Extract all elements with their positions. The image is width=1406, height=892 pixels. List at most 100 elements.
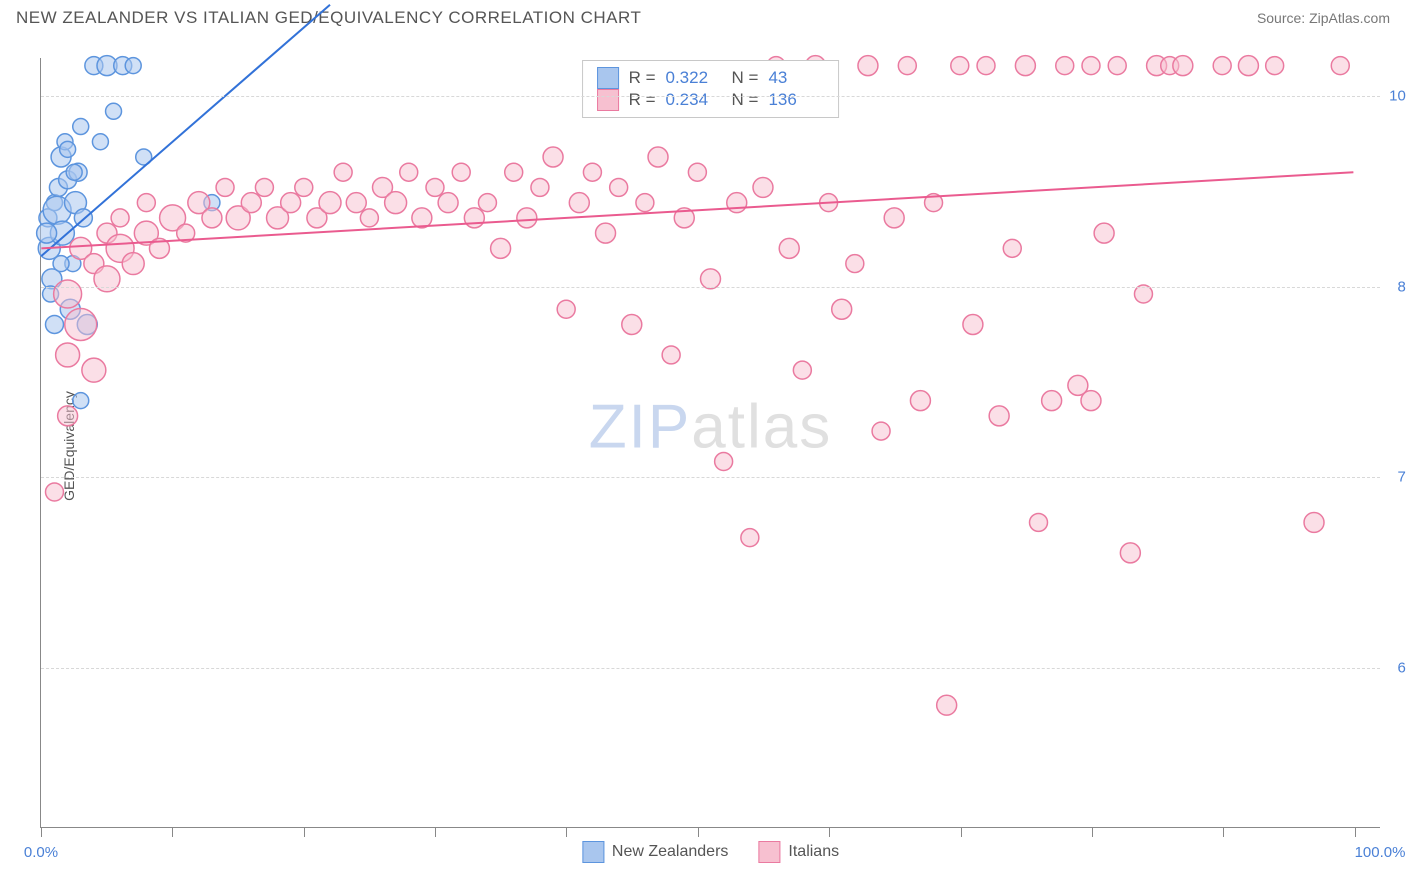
data-point bbox=[46, 315, 64, 333]
data-point bbox=[54, 280, 82, 308]
data-point bbox=[73, 119, 89, 135]
x-tick bbox=[1355, 827, 1356, 837]
n-value-nz: 43 bbox=[768, 68, 824, 88]
data-point bbox=[1042, 391, 1062, 411]
data-point bbox=[872, 422, 890, 440]
data-point bbox=[255, 178, 273, 196]
data-point bbox=[111, 209, 129, 227]
gridline bbox=[41, 287, 1380, 288]
data-point bbox=[569, 193, 589, 213]
data-point bbox=[963, 314, 983, 334]
stats-row-it: R = 0.234 N = 136 bbox=[597, 89, 825, 111]
data-point bbox=[281, 193, 301, 213]
data-point bbox=[464, 208, 484, 228]
data-point bbox=[56, 343, 80, 367]
data-point bbox=[426, 178, 444, 196]
y-tick-label: 75.0% bbox=[1397, 469, 1406, 486]
stats-row-nz: R = 0.322 N = 43 bbox=[597, 67, 825, 89]
data-point bbox=[1173, 56, 1193, 76]
r-value-nz: 0.322 bbox=[666, 68, 722, 88]
x-tick bbox=[172, 827, 173, 837]
y-tick-label: 62.5% bbox=[1397, 659, 1406, 676]
data-point bbox=[753, 177, 773, 197]
data-point bbox=[596, 223, 616, 243]
source-label: Source: ZipAtlas.com bbox=[1257, 10, 1390, 26]
data-point bbox=[648, 147, 668, 167]
n-value-it: 136 bbox=[768, 90, 824, 110]
gridline bbox=[41, 477, 1380, 478]
data-point bbox=[37, 223, 57, 243]
r-label: R = bbox=[629, 90, 656, 110]
swatch-nz-icon bbox=[582, 841, 604, 863]
stats-legend: R = 0.322 N = 43 R = 0.234 N = 136 bbox=[582, 60, 840, 118]
legend-label-nz: New Zealanders bbox=[612, 843, 729, 861]
data-point bbox=[583, 163, 601, 181]
data-point bbox=[1108, 57, 1126, 75]
x-tick bbox=[829, 827, 830, 837]
data-point bbox=[741, 529, 759, 547]
x-tick bbox=[566, 827, 567, 837]
data-point bbox=[622, 314, 642, 334]
data-point bbox=[334, 163, 352, 181]
data-point bbox=[662, 346, 680, 364]
data-point bbox=[400, 163, 418, 181]
data-point bbox=[517, 208, 537, 228]
data-point bbox=[779, 238, 799, 258]
x-tick bbox=[304, 827, 305, 837]
data-point bbox=[46, 483, 64, 501]
y-tick-label: 100.0% bbox=[1389, 88, 1406, 105]
data-point bbox=[977, 57, 995, 75]
gridline bbox=[41, 96, 1380, 97]
x-label-left: 0.0% bbox=[24, 844, 58, 861]
data-point bbox=[53, 256, 69, 272]
data-point bbox=[491, 238, 511, 258]
data-point bbox=[610, 178, 628, 196]
data-point bbox=[1266, 57, 1284, 75]
data-point bbox=[58, 406, 78, 426]
data-point bbox=[937, 695, 957, 715]
data-point bbox=[385, 192, 407, 214]
data-point bbox=[1120, 543, 1140, 563]
swatch-it-icon bbox=[758, 841, 780, 863]
data-point bbox=[125, 58, 141, 74]
data-point bbox=[898, 57, 916, 75]
data-point bbox=[452, 163, 470, 181]
data-point bbox=[360, 209, 378, 227]
data-point bbox=[106, 103, 122, 119]
data-point bbox=[478, 194, 496, 212]
data-point bbox=[73, 393, 89, 409]
data-point bbox=[1056, 57, 1074, 75]
data-point bbox=[832, 299, 852, 319]
legend-label-it: Italians bbox=[788, 843, 839, 861]
data-point bbox=[66, 164, 82, 180]
data-point bbox=[92, 134, 108, 150]
data-point bbox=[1213, 57, 1231, 75]
data-point bbox=[1238, 56, 1258, 76]
plot-svg bbox=[41, 58, 1380, 827]
data-point bbox=[531, 178, 549, 196]
data-point bbox=[505, 163, 523, 181]
data-point bbox=[295, 178, 313, 196]
x-tick bbox=[435, 827, 436, 837]
data-point bbox=[688, 163, 706, 181]
data-point bbox=[884, 208, 904, 228]
data-point bbox=[1003, 239, 1021, 257]
data-point bbox=[82, 358, 106, 382]
data-point bbox=[94, 266, 120, 292]
data-point bbox=[65, 309, 97, 341]
data-point bbox=[1331, 57, 1349, 75]
data-point bbox=[122, 253, 144, 275]
data-point bbox=[793, 361, 811, 379]
chart-title: NEW ZEALANDER VS ITALIAN GED/EQUIVALENCY… bbox=[16, 8, 641, 28]
data-point bbox=[727, 193, 747, 213]
data-point bbox=[636, 194, 654, 212]
data-point bbox=[438, 193, 458, 213]
x-tick bbox=[1223, 827, 1224, 837]
x-tick bbox=[41, 827, 42, 837]
swatch-it-icon bbox=[597, 89, 619, 111]
r-label: R = bbox=[629, 68, 656, 88]
swatch-nz-icon bbox=[597, 67, 619, 89]
r-value-it: 0.234 bbox=[666, 90, 722, 110]
data-point bbox=[910, 391, 930, 411]
data-point bbox=[543, 147, 563, 167]
